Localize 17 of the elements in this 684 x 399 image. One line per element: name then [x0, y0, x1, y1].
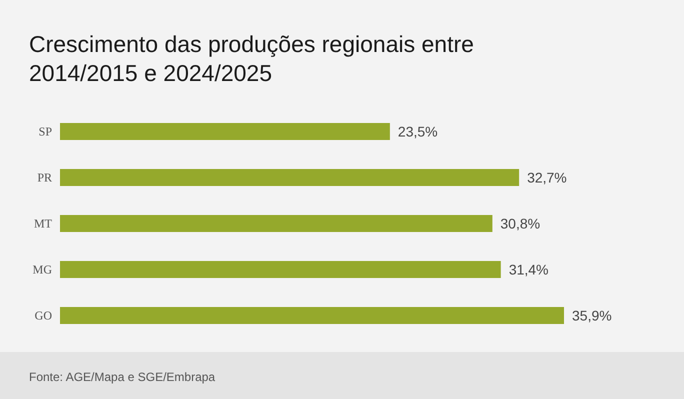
- data-label: 30,8%: [500, 215, 540, 232]
- chart-title: Crescimento das produções regionais entre 2014/2015 e 2024/2025: [29, 30, 475, 88]
- y-tick-label: SP: [38, 124, 52, 138]
- data-label: 31,4%: [508, 261, 549, 278]
- data-label: 32,7%: [527, 169, 567, 186]
- data-label: 23,5%: [398, 123, 438, 140]
- bar: [60, 169, 520, 186]
- y-tick-label: PR: [37, 170, 52, 184]
- y-tick-label: MT: [34, 216, 53, 230]
- y-tick-label: MG: [32, 262, 52, 276]
- source-note: Fonte: AGE/Mapa e SGE/Embrapa: [29, 370, 216, 384]
- bar: [60, 123, 390, 140]
- bar: [60, 261, 501, 278]
- data-label: 35,9%: [572, 307, 612, 324]
- bar: [60, 215, 492, 232]
- y-tick-label: GO: [34, 308, 52, 322]
- bar: [60, 307, 564, 324]
